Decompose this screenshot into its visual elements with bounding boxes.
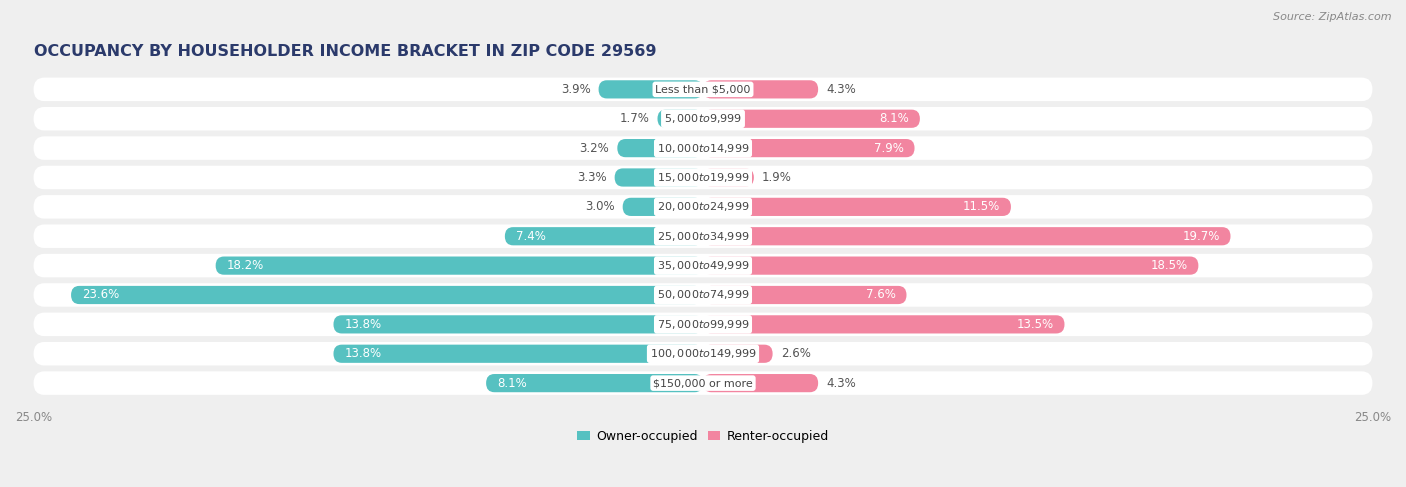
Legend: Owner-occupied, Renter-occupied: Owner-occupied, Renter-occupied <box>578 430 828 443</box>
Text: 3.9%: 3.9% <box>561 83 591 96</box>
Text: $50,000 to $74,999: $50,000 to $74,999 <box>657 288 749 301</box>
FancyBboxPatch shape <box>703 315 1064 334</box>
FancyBboxPatch shape <box>34 342 1372 366</box>
Text: $5,000 to $9,999: $5,000 to $9,999 <box>664 112 742 125</box>
FancyBboxPatch shape <box>703 110 920 128</box>
Text: 8.1%: 8.1% <box>879 112 910 125</box>
Text: 7.4%: 7.4% <box>516 230 546 243</box>
Text: $35,000 to $49,999: $35,000 to $49,999 <box>657 259 749 272</box>
FancyBboxPatch shape <box>215 257 703 275</box>
FancyBboxPatch shape <box>703 139 914 157</box>
Text: 18.2%: 18.2% <box>226 259 263 272</box>
FancyBboxPatch shape <box>34 136 1372 160</box>
FancyBboxPatch shape <box>34 195 1372 219</box>
Text: $100,000 to $149,999: $100,000 to $149,999 <box>650 347 756 360</box>
Text: 19.7%: 19.7% <box>1182 230 1220 243</box>
FancyBboxPatch shape <box>599 80 703 98</box>
Text: 3.3%: 3.3% <box>576 171 606 184</box>
Text: 8.1%: 8.1% <box>496 376 527 390</box>
FancyBboxPatch shape <box>658 110 703 128</box>
FancyBboxPatch shape <box>72 286 703 304</box>
Text: $75,000 to $99,999: $75,000 to $99,999 <box>657 318 749 331</box>
Text: 13.8%: 13.8% <box>344 347 381 360</box>
Text: 3.0%: 3.0% <box>585 200 614 213</box>
FancyBboxPatch shape <box>623 198 703 216</box>
FancyBboxPatch shape <box>703 198 1011 216</box>
Text: 3.2%: 3.2% <box>579 142 609 154</box>
Text: 1.7%: 1.7% <box>620 112 650 125</box>
Text: $20,000 to $24,999: $20,000 to $24,999 <box>657 200 749 213</box>
Text: 7.9%: 7.9% <box>875 142 904 154</box>
FancyBboxPatch shape <box>34 283 1372 307</box>
FancyBboxPatch shape <box>333 345 703 363</box>
Text: 18.5%: 18.5% <box>1150 259 1188 272</box>
FancyBboxPatch shape <box>703 374 818 392</box>
FancyBboxPatch shape <box>34 372 1372 395</box>
FancyBboxPatch shape <box>34 313 1372 336</box>
Text: 13.5%: 13.5% <box>1017 318 1053 331</box>
FancyBboxPatch shape <box>34 225 1372 248</box>
Text: 1.9%: 1.9% <box>762 171 792 184</box>
FancyBboxPatch shape <box>333 315 703 334</box>
Text: 23.6%: 23.6% <box>82 288 120 301</box>
FancyBboxPatch shape <box>486 374 703 392</box>
Text: 4.3%: 4.3% <box>827 376 856 390</box>
FancyBboxPatch shape <box>614 169 703 187</box>
Text: $25,000 to $34,999: $25,000 to $34,999 <box>657 230 749 243</box>
Text: Source: ZipAtlas.com: Source: ZipAtlas.com <box>1274 12 1392 22</box>
Text: $10,000 to $14,999: $10,000 to $14,999 <box>657 142 749 154</box>
FancyBboxPatch shape <box>703 257 1198 275</box>
Text: $15,000 to $19,999: $15,000 to $19,999 <box>657 171 749 184</box>
FancyBboxPatch shape <box>703 286 907 304</box>
FancyBboxPatch shape <box>617 139 703 157</box>
Text: 13.8%: 13.8% <box>344 318 381 331</box>
FancyBboxPatch shape <box>34 107 1372 131</box>
Text: 7.6%: 7.6% <box>866 288 896 301</box>
Text: 2.6%: 2.6% <box>780 347 810 360</box>
Text: Less than $5,000: Less than $5,000 <box>655 84 751 94</box>
FancyBboxPatch shape <box>34 254 1372 278</box>
FancyBboxPatch shape <box>34 77 1372 101</box>
FancyBboxPatch shape <box>703 80 818 98</box>
Text: 11.5%: 11.5% <box>963 200 1000 213</box>
FancyBboxPatch shape <box>703 169 754 187</box>
Text: OCCUPANCY BY HOUSEHOLDER INCOME BRACKET IN ZIP CODE 29569: OCCUPANCY BY HOUSEHOLDER INCOME BRACKET … <box>34 44 657 59</box>
Text: $150,000 or more: $150,000 or more <box>654 378 752 388</box>
FancyBboxPatch shape <box>703 227 1230 245</box>
Text: 4.3%: 4.3% <box>827 83 856 96</box>
FancyBboxPatch shape <box>505 227 703 245</box>
FancyBboxPatch shape <box>34 166 1372 189</box>
FancyBboxPatch shape <box>703 345 773 363</box>
